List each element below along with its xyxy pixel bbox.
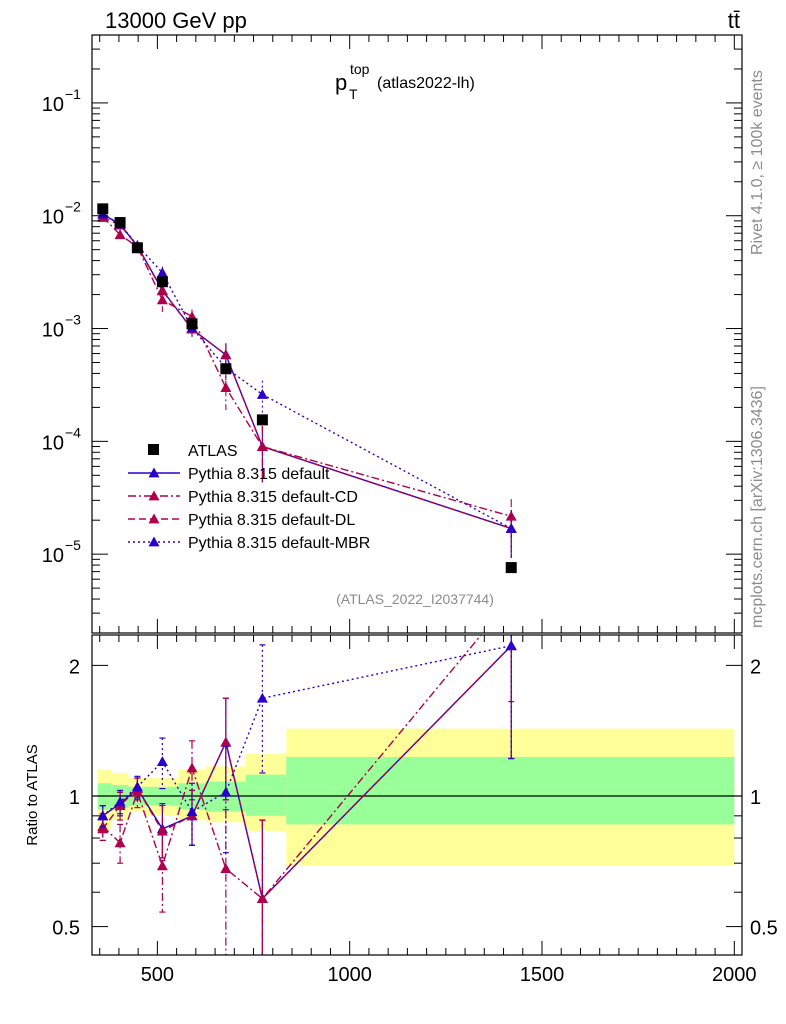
legend-marker-triangle <box>148 467 160 478</box>
title-subscript: T <box>349 86 358 102</box>
ratio-marker <box>220 863 232 874</box>
data-point <box>114 217 126 229</box>
mc-marker <box>256 441 268 451</box>
data-point <box>220 363 232 375</box>
legend-marker-triangle <box>148 490 160 501</box>
band-green <box>245 774 287 816</box>
y-tick-label-exp: −2 <box>65 199 81 215</box>
mc-marker <box>220 382 232 393</box>
rivet-label: Rivet 4.1.0, ≥ 100k events <box>749 70 766 255</box>
legend-label: Pythia 8.315 default-CD <box>188 489 358 506</box>
y-tick-label-base: 10 <box>42 545 64 567</box>
mc-marker <box>220 349 232 360</box>
mcplots-label: mcplots.cern.ch [arXiv:1306.3436] <box>749 386 766 628</box>
ratio-marker <box>220 736 232 747</box>
y-tick-label-exp: −3 <box>65 312 81 328</box>
ratio-marker <box>114 837 126 848</box>
ratio-marker <box>156 825 168 836</box>
data-point <box>186 318 198 330</box>
y-tick-label-base: 10 <box>42 207 64 229</box>
mc-marker <box>156 285 168 296</box>
ratio-y-tick-label-right: 2 <box>750 656 761 678</box>
legend: ATLAS Pythia 8.315 default Pythia 8.315 de… <box>128 443 370 552</box>
legend-marker-triangle <box>148 536 160 547</box>
band-green <box>286 756 735 825</box>
data-point <box>97 203 109 215</box>
uncertainty-bands <box>92 728 742 866</box>
y-tick-label-base: 10 <box>42 320 64 342</box>
ratio-y-tick-label-right: 1 <box>750 787 761 809</box>
x-tick-label: 2000 <box>712 964 757 986</box>
ratio-marker <box>97 810 109 821</box>
legend-entry: Pythia 8.315 default-CD <box>128 489 358 506</box>
legend-marker-triangle <box>148 513 160 524</box>
analysis-id: (ATLAS_2022_I2037744) <box>336 591 494 607</box>
ratio-y-tick-label: 1 <box>69 787 80 809</box>
title-suffix: (atlas2022-lh) <box>377 75 475 92</box>
legend-label: Pythia 8.315 default-MBR <box>188 535 370 552</box>
ratio-marker <box>186 762 198 773</box>
y-tick-label-exp: −1 <box>65 86 81 102</box>
mc-marker <box>505 523 517 533</box>
ratio-marker <box>256 893 268 904</box>
title-main: p <box>335 70 347 95</box>
y-tick-label-base: 10 <box>42 94 64 116</box>
data-point <box>505 562 517 574</box>
ratio-frame <box>91 634 743 956</box>
ratio-marker <box>156 756 168 767</box>
data-point <box>131 242 143 254</box>
ratio-marker <box>256 692 268 703</box>
ratio-marker <box>505 640 517 651</box>
legend-entry: Pythia 8.315 default <box>128 466 330 483</box>
ratio-marker <box>156 860 168 871</box>
ratio-y-tick-label: 0.5 <box>52 918 80 940</box>
ratio-y-tick-label-right: 0.5 <box>750 918 778 940</box>
ratio-marker <box>131 781 143 792</box>
ratio-marker <box>186 806 198 817</box>
data-point <box>156 276 168 288</box>
data-point <box>256 414 268 426</box>
ratio-line-0 <box>102 645 512 901</box>
plot-title: p top T (atlas2022-lh) <box>335 61 475 102</box>
legend-label: ATLAS <box>188 443 238 460</box>
ratio-marker <box>506 593 517 603</box>
legend-label: Pythia 8.315 default <box>188 466 330 483</box>
process-label: tt̄ <box>728 8 740 33</box>
y-tick-label-base: 10 <box>42 432 64 454</box>
y-tick-label-exp: −5 <box>65 537 81 553</box>
ratio-line-3 <box>102 645 512 817</box>
ratio-marker <box>220 786 232 797</box>
ratio-y-tick-label: 2 <box>69 656 80 678</box>
ratio-line-1 <box>102 635 482 900</box>
mc-marker <box>114 229 126 240</box>
ratio-marker <box>97 823 109 834</box>
title-superscript: top <box>350 61 370 77</box>
legend-entry: ATLAS <box>148 443 238 460</box>
y-tick-label-exp: −4 <box>65 424 81 440</box>
mc-marker <box>256 388 268 399</box>
mc-line-3 <box>102 213 512 530</box>
x-tick-label: 1500 <box>520 964 565 986</box>
ratio-axis-label: Ratio to ATLAS <box>24 744 41 845</box>
mc-marker <box>156 294 168 305</box>
ratio-marker <box>114 796 126 807</box>
legend-label: Pythia 8.315 default-DL <box>188 512 355 529</box>
legend-marker-square <box>148 444 159 455</box>
ratio-series <box>97 593 517 955</box>
legend-entry: Pythia 8.315 default-DL <box>128 512 355 529</box>
x-tick-label: 1000 <box>327 964 372 986</box>
mc-marker <box>156 267 168 278</box>
energy-label: 13000 GeV pp <box>105 8 247 33</box>
legend-entry: Pythia 8.315 default-MBR <box>128 535 370 552</box>
x-tick-label: 500 <box>141 964 174 986</box>
